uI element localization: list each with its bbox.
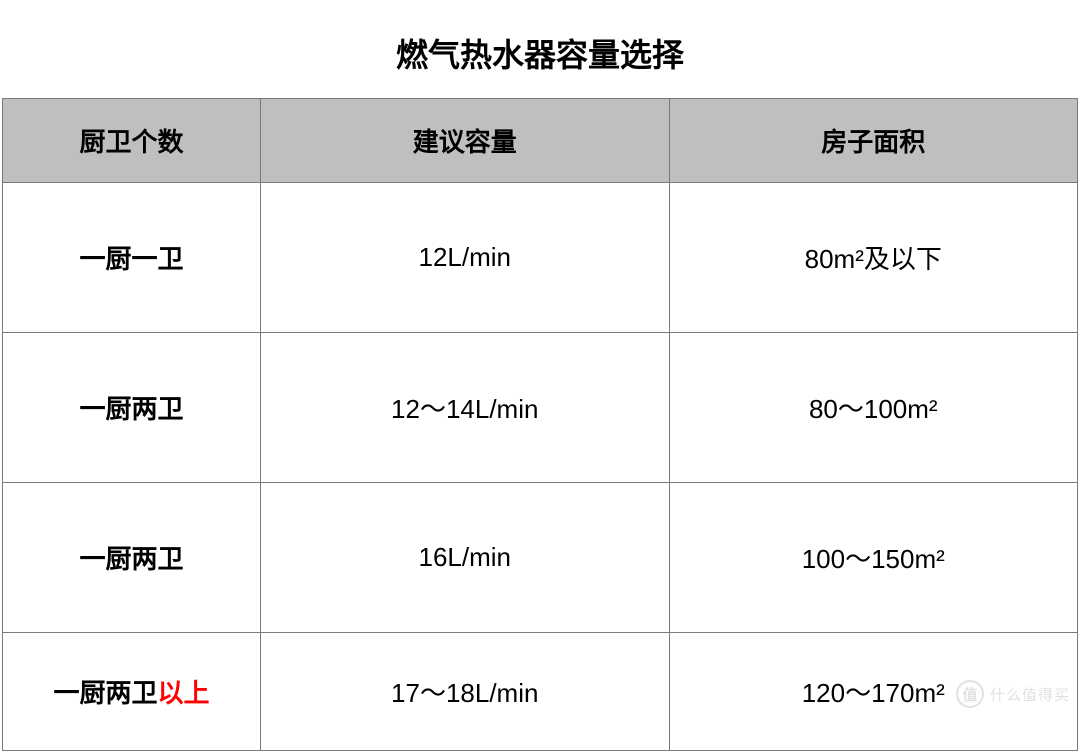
- table-row: 一厨两卫以上17～18L/min120～170m²: [3, 633, 1078, 751]
- table-row: 一厨一卫12L/min80m²及以下: [3, 183, 1078, 333]
- table-header-row: 厨卫个数 建议容量 房子面积: [3, 99, 1078, 183]
- cell-highlight: 以上: [158, 678, 210, 708]
- cell-rooms: 一厨两卫: [3, 333, 261, 483]
- cell-capacity: 12L/min: [261, 183, 670, 333]
- cell-area: 80m²及以下: [669, 183, 1078, 333]
- cell-area: 100～150m²: [669, 483, 1078, 633]
- col-header-area: 房子面积: [669, 99, 1078, 183]
- cell-capacity: 16L/min: [261, 483, 670, 633]
- page-title: 燃气热水器容量选择: [0, 0, 1080, 98]
- cell-rooms: 一厨两卫: [3, 483, 261, 633]
- watermark: 值 什么值得买: [956, 680, 1070, 708]
- col-header-capacity: 建议容量: [261, 99, 670, 183]
- col-header-rooms: 厨卫个数: [3, 99, 261, 183]
- watermark-badge-icon: 值: [956, 680, 984, 708]
- cell-capacity: 17～18L/min: [261, 633, 670, 751]
- capacity-table: 厨卫个数 建议容量 房子面积 一厨一卫12L/min80m²及以下一厨两卫12～…: [2, 98, 1078, 751]
- cell-rooms: 一厨两卫以上: [3, 633, 261, 751]
- table-row: 一厨两卫12～14L/min80～100m²: [3, 333, 1078, 483]
- cell-area: 80～100m²: [669, 333, 1078, 483]
- cell-capacity: 12～14L/min: [261, 333, 670, 483]
- table-row: 一厨两卫16L/min100～150m²: [3, 483, 1078, 633]
- watermark-text: 什么值得买: [990, 684, 1070, 705]
- cell-text: 一厨两卫: [53, 678, 157, 708]
- cell-rooms: 一厨一卫: [3, 183, 261, 333]
